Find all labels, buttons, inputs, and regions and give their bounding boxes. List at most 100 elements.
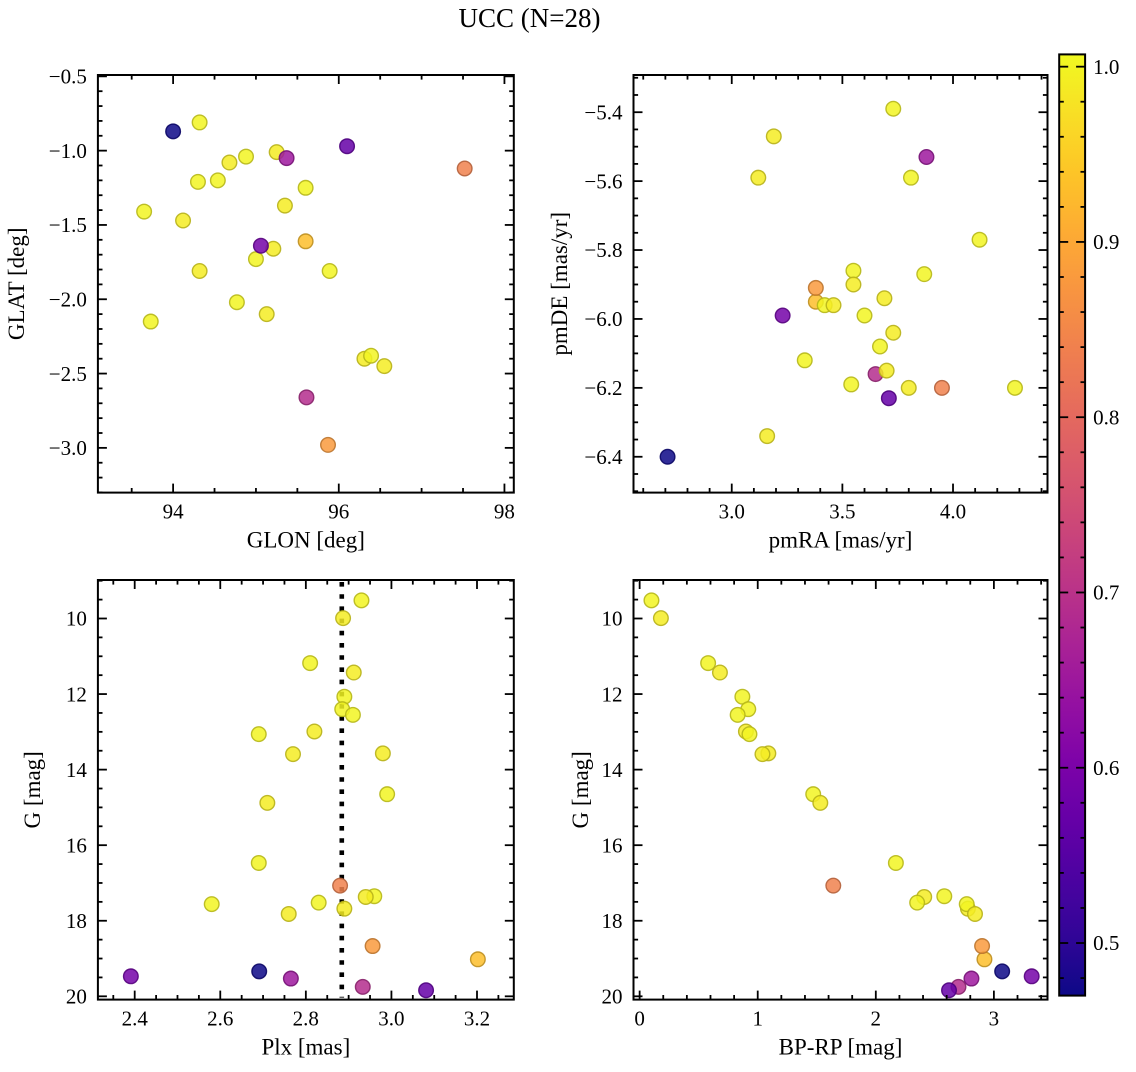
scatter-point — [344, 706, 361, 723]
scatter-point — [339, 138, 356, 155]
scatter-point — [302, 655, 319, 672]
scatter-point — [247, 251, 264, 268]
x-tick-labels: 0 1 2 3 — [634, 1006, 999, 1030]
scatter-point — [297, 179, 314, 196]
scatter-point — [909, 894, 926, 911]
scatter-point — [280, 905, 297, 922]
x-tick-label: 2.6 — [207, 1006, 233, 1030]
scatter-point — [252, 237, 269, 254]
scatter-point — [250, 854, 267, 871]
colorbar-ticks — [1059, 65, 1086, 979]
scatter-point — [843, 376, 860, 393]
scatter-point — [363, 347, 380, 364]
scatter-point — [967, 905, 984, 922]
colorbar-tick-label: 0.9 — [1093, 230, 1119, 254]
scatter-point — [418, 982, 435, 999]
y-tick-label: −5.6 — [584, 169, 622, 193]
x-axis-label: pmRA [mas/yr] — [769, 528, 913, 553]
scatter-point — [456, 160, 473, 177]
scatter-point — [916, 266, 933, 283]
scatter-point — [963, 970, 980, 987]
scatter-point — [321, 263, 338, 280]
colorbar-tick-label: 1.0 — [1093, 55, 1119, 79]
scatter-point — [880, 390, 897, 407]
y-tick-label: 16 — [66, 833, 87, 857]
x-tick-label: 2.4 — [122, 1006, 149, 1030]
colorbar-tick-label: 0.6 — [1093, 756, 1119, 780]
colorbar-tick-label: 0.5 — [1093, 931, 1119, 955]
y-tick-label: −5.8 — [584, 238, 622, 262]
scatter-point — [878, 362, 895, 379]
scatter-points — [643, 592, 1040, 999]
scatter-point — [845, 276, 862, 293]
scatter-point — [812, 794, 829, 811]
x-tick-label: 96 — [328, 499, 349, 523]
scatter-point — [885, 324, 902, 341]
y-tick-label: −0.5 — [49, 65, 87, 89]
scatter-point — [357, 888, 374, 905]
scatter-point — [136, 203, 153, 220]
y-tick-label: −1.5 — [49, 213, 87, 237]
panel-pmra-pmde: 3.0 3.5 4.0 −5.4 −5.6 −5.8 −6.0 −6.2 −6.4 pmRA [m… — [547, 74, 1049, 553]
y-tick-label: 18 — [66, 909, 87, 933]
scatter-point — [902, 169, 919, 186]
y-tick-labels: −0.5 −1.0 −1.5 −2.0 −2.5 −3.0 — [49, 65, 87, 461]
panel-glon-glat: 94 96 98 −0.5 −1.0 −1.5 −2.0 −2.5 −3.0 GLON [deg]… — [4, 65, 515, 553]
scatter-point — [259, 794, 276, 811]
scatter-point — [774, 307, 791, 324]
scatter-point — [221, 154, 238, 171]
y-tick-labels: −5.4 −5.6 −5.8 −6.0 −6.2 −6.4 — [584, 100, 623, 469]
x-tick-label: 3 — [989, 1006, 1000, 1030]
y-tick-label: −6.0 — [584, 307, 622, 331]
axes-ticks — [97, 579, 514, 1000]
y-axis-label: G [mag] — [20, 751, 45, 828]
y-tick-labels: 10 12 14 16 18 20 — [602, 607, 624, 1009]
scatter-point — [228, 294, 245, 311]
x-tick-label: 3.0 — [378, 1006, 404, 1030]
scatter-point — [320, 436, 337, 453]
scatter-point — [643, 592, 660, 609]
scatter-point — [887, 854, 904, 871]
scatter-point — [872, 338, 889, 355]
y-tick-label: 10 — [602, 607, 623, 631]
scatter-point — [1023, 968, 1040, 985]
figure-title: UCC (N=28) — [459, 3, 601, 33]
colorbar-tick-label: 0.7 — [1093, 581, 1119, 605]
y-tick-label: 14 — [66, 758, 88, 782]
y-tick-label: 18 — [602, 909, 623, 933]
axes-ticks — [97, 75, 514, 494]
y-tick-label: 20 — [602, 985, 623, 1009]
scatter-point — [994, 963, 1011, 980]
scatter-point — [700, 655, 717, 672]
scatter-point — [825, 877, 842, 894]
colorbar-gradient — [1059, 54, 1086, 996]
y-tick-label: −2.5 — [49, 362, 87, 386]
scatter-point — [659, 448, 676, 465]
scatter-point — [209, 172, 226, 189]
y-tick-label: −3.0 — [49, 436, 87, 460]
scatter-point — [765, 128, 782, 145]
scatter-point — [741, 726, 758, 743]
axes-ticks — [633, 579, 1048, 1000]
scatter-point — [345, 664, 362, 681]
scatter-points — [122, 592, 486, 999]
scatter-point — [885, 100, 902, 117]
scatter-point — [900, 379, 917, 396]
scatter-point — [258, 306, 275, 323]
x-tick-label: 3.0 — [719, 499, 745, 523]
scatter-point — [165, 123, 182, 140]
scatter-point — [652, 610, 669, 627]
scatter-point — [376, 358, 393, 375]
scatter-point — [876, 290, 893, 307]
y-tick-label: 12 — [602, 682, 623, 706]
scatter-point — [759, 428, 776, 445]
scatter-point — [297, 233, 314, 250]
scatter-point — [203, 896, 220, 913]
scatter-point — [282, 970, 299, 987]
scatter-point — [941, 982, 958, 999]
scatter-point — [175, 212, 192, 229]
x-tick-labels: 3.0 3.5 4.0 — [719, 499, 967, 523]
colorbar-frame — [1058, 53, 1087, 997]
scatter-point — [971, 231, 988, 248]
x-axis-label: GLON [deg] — [247, 528, 365, 553]
